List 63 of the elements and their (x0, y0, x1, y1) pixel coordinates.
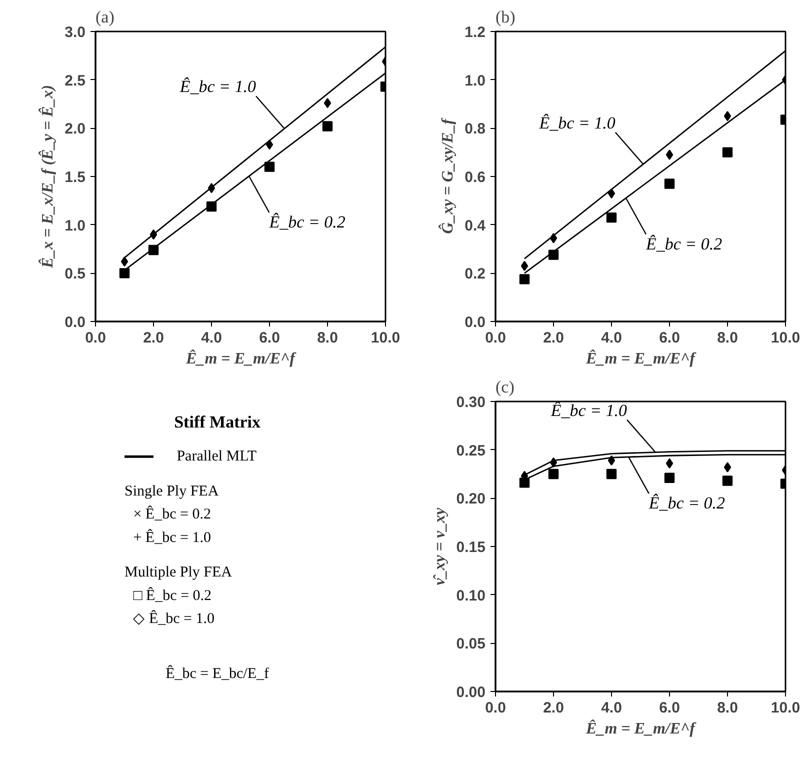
y-tick-label: 0.20 (456, 490, 486, 508)
annotation: Ê_bc = 1.0 (550, 400, 628, 420)
y-tick-label: 0.05 (456, 636, 486, 653)
text: × Ê_bc = 0.2 (133, 506, 211, 523)
y-tick-label: 1.0 (64, 217, 86, 234)
x-tick-label: 2.0 (143, 330, 164, 346)
y-tick-label: 0.30 (456, 394, 486, 411)
y-tick-label: 0.25 (456, 442, 486, 460)
text: □ Ê_bc = 0.2 (133, 586, 212, 604)
x-tick-label: 0.0 (485, 330, 506, 346)
x-axis-title: Ê_m = E_m/E^f (585, 350, 697, 368)
y-tick-label: 0.0 (64, 314, 86, 331)
x-axis-title: Ê_m = E_m/E^f (185, 350, 297, 368)
text: Stiff Matrix (174, 412, 261, 432)
x-tick-label: 2.0 (543, 700, 564, 716)
chart-title: (c) (496, 378, 514, 396)
text: Parallel MLT (176, 448, 257, 465)
annotation: Ê_bc = 1.0 (178, 77, 256, 96)
y-tick-label: 0.8 (464, 120, 486, 138)
x-tick-label: 10.0 (770, 700, 800, 716)
y-tick-label: 0.6 (464, 169, 486, 186)
text: Ê_bc = E_bc/E_f (166, 665, 270, 682)
y-tick-label: 0.0 (464, 314, 486, 331)
y-tick-label: 3.0 (64, 24, 86, 41)
x-tick-label: 4.0 (201, 330, 222, 346)
y-tick-label: 0.10 (456, 587, 486, 604)
y-tick-label: 1.2 (464, 24, 486, 41)
x-tick-label: 0.0 (485, 700, 506, 716)
text: ◇ Ê_bc = 1.0 (133, 610, 214, 627)
x-tick-label: 4.0 (601, 700, 622, 716)
y-tick-label: 0.4 (464, 217, 486, 234)
x-tick-label: 8.0 (717, 700, 738, 716)
y-tick-label: 1.5 (64, 169, 86, 186)
chart-title: (a) (96, 8, 114, 26)
x-tick-label: 10.0 (770, 330, 800, 346)
chart-title: (b) (496, 8, 516, 26)
y-tick-label: 0.5 (64, 266, 86, 283)
text: + Ê_bc = 1.0 (133, 528, 211, 546)
annotation: Ê_bc = 0.2 (645, 234, 723, 254)
x-tick-label: 10.0 (370, 330, 400, 346)
x-tick-label: 6.0 (659, 330, 680, 346)
annotation: Ê_bc = 1.0 (538, 113, 616, 132)
x-tick-label: 0.0 (85, 330, 106, 346)
text: Single Ply FEA (124, 483, 219, 500)
annotation: Ê_bc = 0.2 (268, 212, 346, 232)
y-tick-label: 1.0 (464, 72, 486, 90)
annotation: Ê_bc = 0.2 (648, 494, 726, 513)
x-tick-label: 2.0 (543, 330, 564, 346)
y-axis-title: Ê_x = E_x/E_f (Ê_y = Ê_x) (38, 84, 57, 270)
y-tick-label: 0.00 (456, 684, 486, 701)
y-tick-label: 0.15 (456, 539, 486, 556)
x-tick-label: 6.0 (259, 330, 280, 346)
y-axis-title: Ĝ_xy = G_xy/E_f (438, 117, 457, 234)
y-tick-label: 2.5 (64, 72, 86, 90)
x-axis-title: Ê_m = E_m/E^f (585, 720, 697, 738)
y-tick-label: 2.0 (64, 120, 86, 138)
x-tick-label: 8.0 (717, 330, 738, 346)
y-tick-label: 0.2 (464, 266, 486, 283)
x-tick-label: 6.0 (659, 700, 680, 716)
text: Multiple Ply FEA (124, 564, 232, 581)
x-tick-label: 4.0 (601, 330, 622, 346)
y-axis-title: ν̂_xy = ν_xy (431, 506, 448, 586)
x-tick-label: 8.0 (317, 330, 338, 346)
